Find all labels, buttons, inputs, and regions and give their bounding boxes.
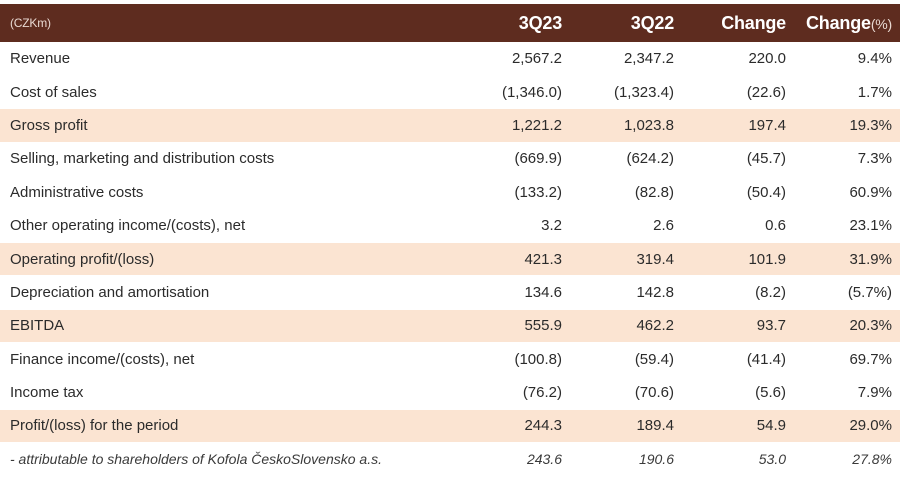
value-3q22: (1,323.4) — [570, 75, 682, 110]
value-3q22: 319.4 — [570, 242, 682, 277]
value-3q23: 1,221.2 — [470, 108, 570, 143]
col-change-header: Change — [721, 12, 786, 33]
value-3q22: 1,023.8 — [570, 108, 682, 143]
value-change: 220.0 — [682, 42, 794, 76]
value-change: 101.9 — [682, 242, 794, 277]
value-change: (8.2) — [682, 275, 794, 310]
value-3q23: (100.8) — [470, 342, 570, 377]
row-label: Depreciation and amortisation — [0, 275, 470, 310]
value-change: 54.9 — [682, 409, 794, 444]
value-3q22: (82.8) — [570, 175, 682, 210]
value-3q23: 243.6 — [470, 442, 570, 477]
value-change-pct: 23.1% — [794, 208, 900, 243]
table-row-gross-profit: Gross profit 1,221.2 1,023.8 197.4 19.3% — [0, 108, 900, 143]
row-label: Operating profit/(loss) — [0, 242, 470, 277]
value-3q23: 3.2 — [470, 208, 570, 243]
value-change-pct: (5.7%) — [794, 275, 900, 310]
value-change-pct: 7.9% — [794, 375, 900, 410]
value-change-pct: 69.7% — [794, 342, 900, 377]
table-row-finance-income: Finance income/(costs), net (100.8) (59.… — [0, 342, 900, 377]
row-label: Profit/(loss) for the period — [0, 409, 470, 444]
value-3q23: 555.9 — [470, 309, 570, 344]
value-change: (45.7) — [682, 142, 794, 177]
col-3q23-header: 3Q23 — [518, 12, 562, 33]
value-3q22: (70.6) — [570, 375, 682, 410]
value-change-pct: 27.8% — [794, 442, 900, 477]
row-label: Cost of sales — [0, 75, 470, 110]
value-change-pct: 29.0% — [794, 409, 900, 444]
value-change-pct: 1.7% — [794, 75, 900, 110]
value-3q22: 2,347.2 — [570, 42, 682, 76]
value-change: (50.4) — [682, 175, 794, 210]
value-change-pct: 31.9% — [794, 242, 900, 277]
income-statement-table: (CZKm) 3Q23 3Q22 Change Change(%) Revenu… — [0, 4, 900, 477]
value-3q23: (133.2) — [470, 175, 570, 210]
value-3q22: 142.8 — [570, 275, 682, 310]
table-row-attributable-shareholders: - attributable to shareholders of Kofola… — [0, 442, 900, 477]
value-change: 197.4 — [682, 108, 794, 143]
row-label: Other operating income/(costs), net — [0, 208, 470, 243]
change-pct-label: Change — [806, 12, 871, 33]
table-row-administrative-costs: Administrative costs (133.2) (82.8) (50.… — [0, 175, 900, 210]
value-3q22: (624.2) — [570, 142, 682, 177]
value-3q23: (76.2) — [470, 375, 570, 410]
row-label: Gross profit — [0, 108, 470, 143]
value-3q22: (59.4) — [570, 342, 682, 377]
value-3q22: 190.6 — [570, 442, 682, 477]
value-3q23: 244.3 — [470, 409, 570, 444]
value-change: (41.4) — [682, 342, 794, 377]
row-label: Revenue — [0, 42, 470, 76]
value-change: (5.6) — [682, 375, 794, 410]
value-change-pct: 20.3% — [794, 309, 900, 344]
value-change: 53.0 — [682, 442, 794, 477]
value-3q23: 2,567.2 — [470, 42, 570, 76]
row-label: Administrative costs — [0, 175, 470, 210]
value-3q23: (1,346.0) — [470, 75, 570, 110]
value-3q23: 421.3 — [470, 242, 570, 277]
value-change-pct: 19.3% — [794, 108, 900, 143]
value-3q22: 462.2 — [570, 309, 682, 344]
row-label: EBITDA — [0, 309, 470, 344]
value-3q23: 134.6 — [470, 275, 570, 310]
table-row-income-tax: Income tax (76.2) (70.6) (5.6) 7.9% — [0, 375, 900, 410]
table-row-profit-for-period: Profit/(loss) for the period 244.3 189.4… — [0, 409, 900, 444]
row-label: Finance income/(costs), net — [0, 342, 470, 377]
value-change: 0.6 — [682, 208, 794, 243]
row-label: - attributable to shareholders of Kofola… — [0, 442, 470, 477]
row-label: Income tax — [0, 375, 470, 410]
row-label: Selling, marketing and distribution cost… — [0, 142, 470, 177]
change-pct-unit: (%) — [870, 15, 892, 32]
table-row-selling-costs: Selling, marketing and distribution cost… — [0, 142, 900, 177]
value-change-pct: 9.4% — [794, 42, 900, 76]
value-3q22: 189.4 — [570, 409, 682, 444]
value-3q23: (669.9) — [470, 142, 570, 177]
table-row-ebitda: EBITDA 555.9 462.2 93.7 20.3% — [0, 309, 900, 344]
value-change-pct: 60.9% — [794, 175, 900, 210]
table-row-operating-profit: Operating profit/(loss) 421.3 319.4 101.… — [0, 242, 900, 277]
value-change-pct: 7.3% — [794, 142, 900, 177]
table-row-revenue: Revenue 2,567.2 2,347.2 220.0 9.4% — [0, 42, 900, 76]
table-row-other-operating: Other operating income/(costs), net 3.2 … — [0, 208, 900, 243]
table-header-row: (CZKm) 3Q23 3Q22 Change Change(%) — [0, 4, 900, 42]
table-row-depreciation: Depreciation and amortisation 134.6 142.… — [0, 275, 900, 310]
value-change: (22.6) — [682, 75, 794, 110]
unit-header: (CZKm) — [10, 16, 51, 30]
table-row-cost-of-sales: Cost of sales (1,346.0) (1,323.4) (22.6)… — [0, 75, 900, 110]
col-3q22-header: 3Q22 — [630, 12, 674, 33]
value-3q22: 2.6 — [570, 208, 682, 243]
col-change-pct-header: Change(%) — [794, 4, 900, 42]
value-change: 93.7 — [682, 309, 794, 344]
